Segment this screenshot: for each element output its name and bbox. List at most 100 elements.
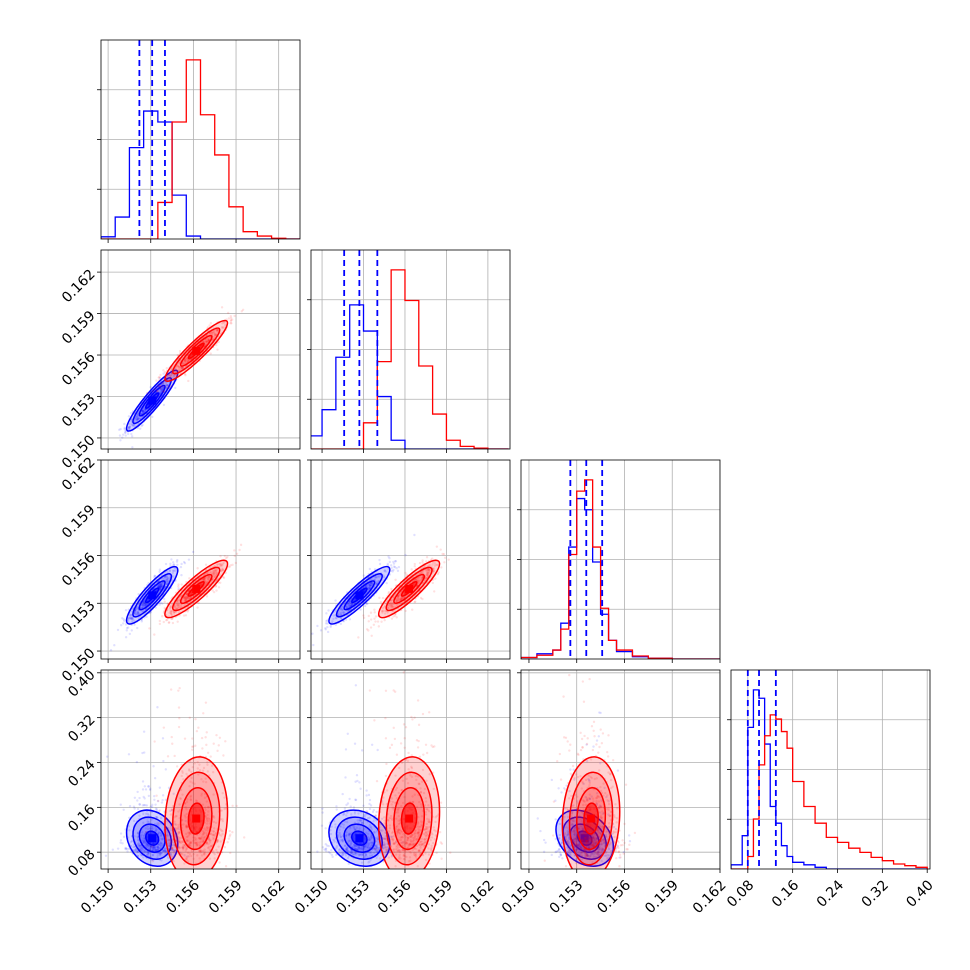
- scatter-point: [413, 564, 416, 568]
- scatter-point: [370, 578, 374, 581]
- scatter-point: [136, 413, 140, 416]
- scatter-point: [348, 601, 352, 604]
- scatter-point: [170, 614, 174, 617]
- scatter-point: [156, 799, 160, 803]
- scatter-point: [206, 576, 209, 579]
- scatter-point: [141, 848, 144, 852]
- scatter-point: [162, 597, 166, 601]
- scatter-point: [392, 568, 395, 572]
- scatter-point: [183, 372, 187, 376]
- red-histogram: [101, 59, 300, 239]
- scatter-point: [341, 608, 344, 611]
- scatter-point: [136, 417, 140, 421]
- scatter-point: [141, 409, 144, 413]
- scatter-point: [140, 833, 144, 837]
- scatter-point: [122, 622, 125, 625]
- scatter-point: [164, 852, 167, 855]
- scatter-point: [365, 789, 368, 792]
- scatter-point: [175, 600, 179, 604]
- scatter-point: [177, 603, 180, 607]
- scatter-point: [216, 348, 219, 351]
- scatter-point: [125, 847, 129, 851]
- scatter-point: [391, 602, 394, 606]
- scatter-point: [347, 603, 351, 607]
- scatter-point: [150, 847, 153, 850]
- scatter-point: [180, 573, 183, 577]
- scatter-point: [130, 629, 133, 632]
- scatter-point: [170, 367, 173, 370]
- scatter-point: [319, 629, 323, 632]
- scatter-point: [359, 608, 362, 611]
- scatter-point: [222, 754, 225, 757]
- scatter-point: [129, 616, 133, 620]
- scatter-point: [176, 607, 179, 610]
- scatter-point: [362, 804, 365, 807]
- scatter-point: [392, 562, 396, 565]
- scatter-point: [167, 386, 170, 390]
- scatter-point: [161, 794, 165, 797]
- scatter-point: [392, 560, 395, 564]
- scatter-point: [176, 620, 179, 623]
- scatter-point: [375, 810, 378, 814]
- scatter-point: [159, 391, 162, 394]
- scatter-point: [153, 633, 156, 636]
- scatter-point: [325, 619, 328, 623]
- scatter-point: [138, 427, 142, 430]
- scatter-point: [174, 371, 177, 374]
- scatter-point: [421, 559, 424, 562]
- scatter-point: [185, 595, 188, 599]
- scatter-point: [144, 812, 148, 816]
- scatter-point: [123, 427, 126, 431]
- scatter-point: [152, 845, 156, 849]
- scatter-point: [219, 332, 222, 336]
- scatter-point: [134, 848, 137, 851]
- scatter-point: [370, 583, 374, 587]
- scatter-point: [348, 604, 351, 607]
- scatter-point: [169, 374, 172, 378]
- scatter-point: [339, 622, 343, 626]
- scatter-point: [157, 843, 161, 847]
- scatter-point: [372, 623, 376, 627]
- scatter-point: [324, 627, 327, 630]
- scatter-point: [226, 311, 230, 315]
- scatter-point: [172, 563, 176, 566]
- scatter-point: [165, 582, 169, 586]
- scatter-point: [329, 625, 332, 629]
- scatter-point: [169, 609, 172, 613]
- scatter-point: [165, 579, 169, 582]
- scatter-point: [174, 370, 177, 373]
- scatter-point: [151, 845, 154, 848]
- scatter-point: [147, 847, 151, 851]
- scatter-point: [362, 574, 366, 577]
- blue-histogram: [311, 304, 509, 449]
- scatter-point: [145, 842, 148, 846]
- scatter-point: [387, 605, 390, 608]
- scatter-point: [194, 643, 196, 645]
- scatter-point: [417, 572, 421, 575]
- scatter-point: [147, 785, 150, 788]
- scatter-point: [201, 340, 204, 344]
- scatter-point: [156, 846, 160, 849]
- scatter-point: [212, 330, 216, 333]
- scatter-point: [213, 575, 216, 579]
- scatter-point: [165, 578, 169, 582]
- scatter-point: [136, 790, 139, 794]
- scatter-point: [164, 768, 168, 771]
- scatter-point: [185, 597, 188, 600]
- scatter-point: [208, 324, 211, 327]
- scatter-point: [202, 577, 205, 581]
- scatter-point: [217, 586, 221, 589]
- scatter-point: [157, 585, 160, 588]
- scatter-point: [173, 652, 175, 654]
- scatter-point: [219, 554, 222, 558]
- scatter-point: [405, 573, 408, 576]
- scatter-point: [171, 571, 175, 575]
- scatter-point: [432, 570, 435, 573]
- scatter-point: [159, 584, 163, 587]
- scatter-point: [402, 596, 405, 599]
- scatter-point: [426, 574, 430, 577]
- scatter-point: [433, 564, 437, 567]
- scatter-point: [146, 812, 149, 816]
- scatter-point: [141, 408, 145, 411]
- scatter-point: [386, 562, 389, 566]
